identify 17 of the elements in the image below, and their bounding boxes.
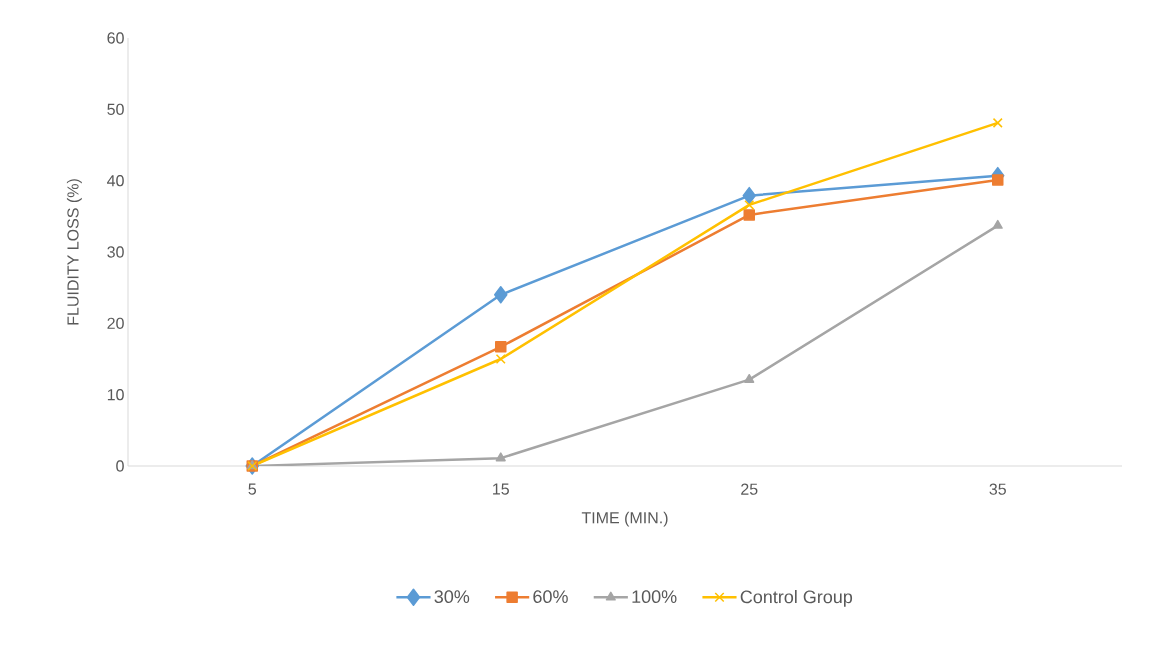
y-axis-title: FLUIDITY LOSS (%) [66,179,82,325]
legend-label: 100% [632,590,677,603]
y-tick-label: 30 [107,246,124,258]
y-tick-label: 60 [107,32,124,44]
y-tick-label: 10 [107,389,124,401]
x-axis-title: TIME (MIN.) [581,511,668,527]
x-tick-label: 5 [248,483,257,495]
y-tick-label: 20 [107,317,124,329]
legend-label: 60% [533,590,568,603]
y-tick-label: 0 [116,460,124,472]
x-tick-label: 25 [741,483,758,495]
x-tick-label: 35 [989,483,1006,495]
x-tick-label: 15 [493,483,509,495]
legend-label: Control Group [740,590,853,607]
legend-label: 30% [434,590,470,603]
y-tick-label: 50 [107,103,124,115]
y-tick-label: 40 [107,175,124,187]
